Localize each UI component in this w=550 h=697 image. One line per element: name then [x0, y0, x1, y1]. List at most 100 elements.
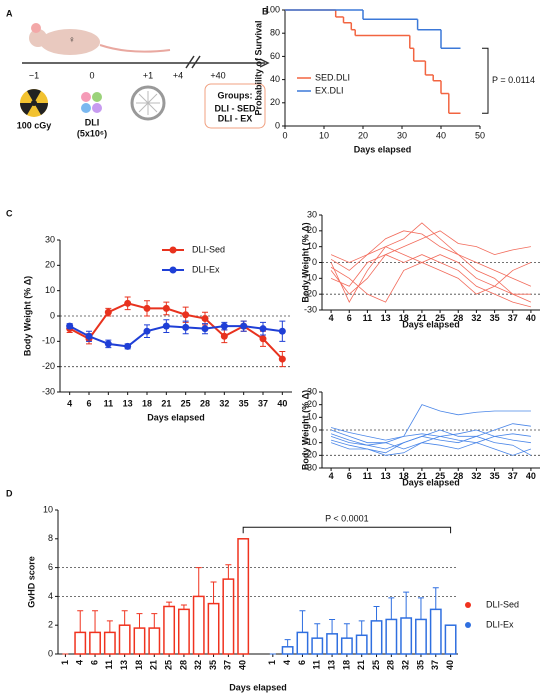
groups-title: Groups:	[218, 90, 253, 100]
x-tick-label: 35	[490, 313, 500, 323]
x-tick-label: 18	[341, 660, 351, 670]
bar	[89, 631, 101, 655]
error-bar	[92, 610, 99, 633]
x-tick-label: 6	[86, 398, 91, 408]
x-tick-label: 10	[319, 130, 329, 140]
x-tick-label: 6	[297, 660, 307, 665]
bar	[281, 646, 294, 655]
x-axis-label: Days elapsed	[354, 144, 412, 154]
bar	[163, 605, 176, 655]
bar	[177, 608, 190, 655]
x-tick-label: 18	[142, 398, 152, 408]
data-point	[182, 323, 190, 331]
y-tick-label: 60	[270, 51, 280, 61]
x-tick-label: 35	[490, 471, 500, 481]
error-bar	[225, 564, 232, 580]
error-bar	[121, 610, 128, 626]
x-tick-label: 35	[239, 398, 249, 408]
x-tick-label: 21	[149, 660, 159, 670]
mouse-ear	[31, 23, 41, 33]
legend-marker	[465, 602, 471, 608]
error-bar	[314, 623, 321, 639]
cell-icon	[81, 103, 91, 113]
x-tick-label: 40	[526, 471, 536, 481]
x-tick-label: 13	[123, 398, 133, 408]
data-point	[143, 304, 151, 312]
x-tick-label: 6	[347, 471, 352, 481]
individual-line	[330, 222, 532, 303]
timeline-break	[185, 55, 201, 69]
x-axis-label: Days elapsed	[229, 682, 287, 692]
error-bar	[77, 610, 84, 633]
x-tick-label: 25	[163, 660, 173, 670]
y-tick-label: 10	[43, 504, 53, 514]
x-tick-label: 25	[371, 660, 381, 670]
y-tick-label: -30	[304, 462, 317, 472]
x-tick-label: 32	[471, 313, 481, 323]
series-line	[69, 325, 283, 348]
data-point	[259, 325, 267, 333]
bar	[415, 618, 427, 655]
y-tick-label: 30	[45, 234, 55, 244]
error-bar	[417, 597, 424, 620]
timeline-label: +4	[173, 70, 183, 80]
x-tick-label: 4	[329, 313, 334, 323]
significance-bracket	[242, 526, 452, 534]
x-tick-label: 40	[526, 313, 536, 323]
x-tick-label: 1	[267, 660, 277, 665]
error-bar	[180, 604, 187, 610]
data-point	[162, 304, 170, 312]
bar	[400, 617, 413, 655]
x-tick-label: 0	[282, 130, 287, 140]
error-bar	[136, 613, 143, 629]
x-tick-label: 6	[89, 660, 99, 665]
bar	[74, 631, 87, 655]
icon-label: 100 cGy	[17, 120, 52, 130]
error-bar	[358, 620, 365, 636]
bar	[355, 634, 368, 655]
x-tick-label: 25	[435, 471, 445, 481]
y-tick-label: 8	[48, 533, 53, 543]
icon-label: DLI	[85, 117, 100, 127]
bar	[222, 578, 235, 655]
legend-label: DLI-Ex	[486, 619, 514, 629]
y-tick-label: 0	[275, 120, 280, 130]
data-point	[66, 322, 74, 330]
x-tick-label: 37	[223, 660, 233, 670]
y-tick-label: -20	[304, 289, 317, 299]
error-bar	[403, 591, 410, 618]
x-tick-label: 28	[178, 660, 188, 670]
individual-line	[330, 427, 531, 444]
y-tick-label: 30	[307, 209, 317, 219]
panel-letter: B	[262, 6, 269, 16]
x-tick-label: 4	[329, 471, 334, 481]
data-point	[240, 322, 248, 330]
y-axis-label: Body Weight (% Δ)	[300, 390, 310, 470]
mouse-tail	[99, 44, 171, 53]
y-tick-label: -20	[304, 450, 317, 460]
y-tick-label: 0	[50, 310, 55, 320]
mouse-head	[29, 29, 47, 47]
x-tick-label: 40	[445, 660, 455, 670]
y-axis-label: Body Weight (% Δ)	[300, 222, 310, 302]
individual-line	[330, 230, 532, 303]
bar	[326, 633, 339, 655]
legend-marker	[465, 622, 471, 628]
x-tick-label: 13	[381, 471, 391, 481]
data-point	[278, 355, 286, 363]
x-tick-label: 35	[208, 660, 218, 670]
x-tick-label: 1	[60, 660, 70, 665]
wheel-icon	[130, 85, 166, 121]
x-tick-label: 40	[436, 130, 446, 140]
y-axis-label: GvHD score	[26, 556, 36, 608]
wheel-icon	[136, 91, 160, 115]
y-tick-label: -20	[42, 361, 55, 371]
error-bar	[195, 567, 202, 597]
x-tick-label: 37	[258, 398, 268, 408]
y-tick-label: -10	[42, 336, 55, 346]
individual-line	[330, 254, 531, 303]
cell-icon	[92, 92, 102, 102]
x-axis-label: Days elapsed	[147, 412, 205, 422]
individual-line	[330, 404, 531, 444]
